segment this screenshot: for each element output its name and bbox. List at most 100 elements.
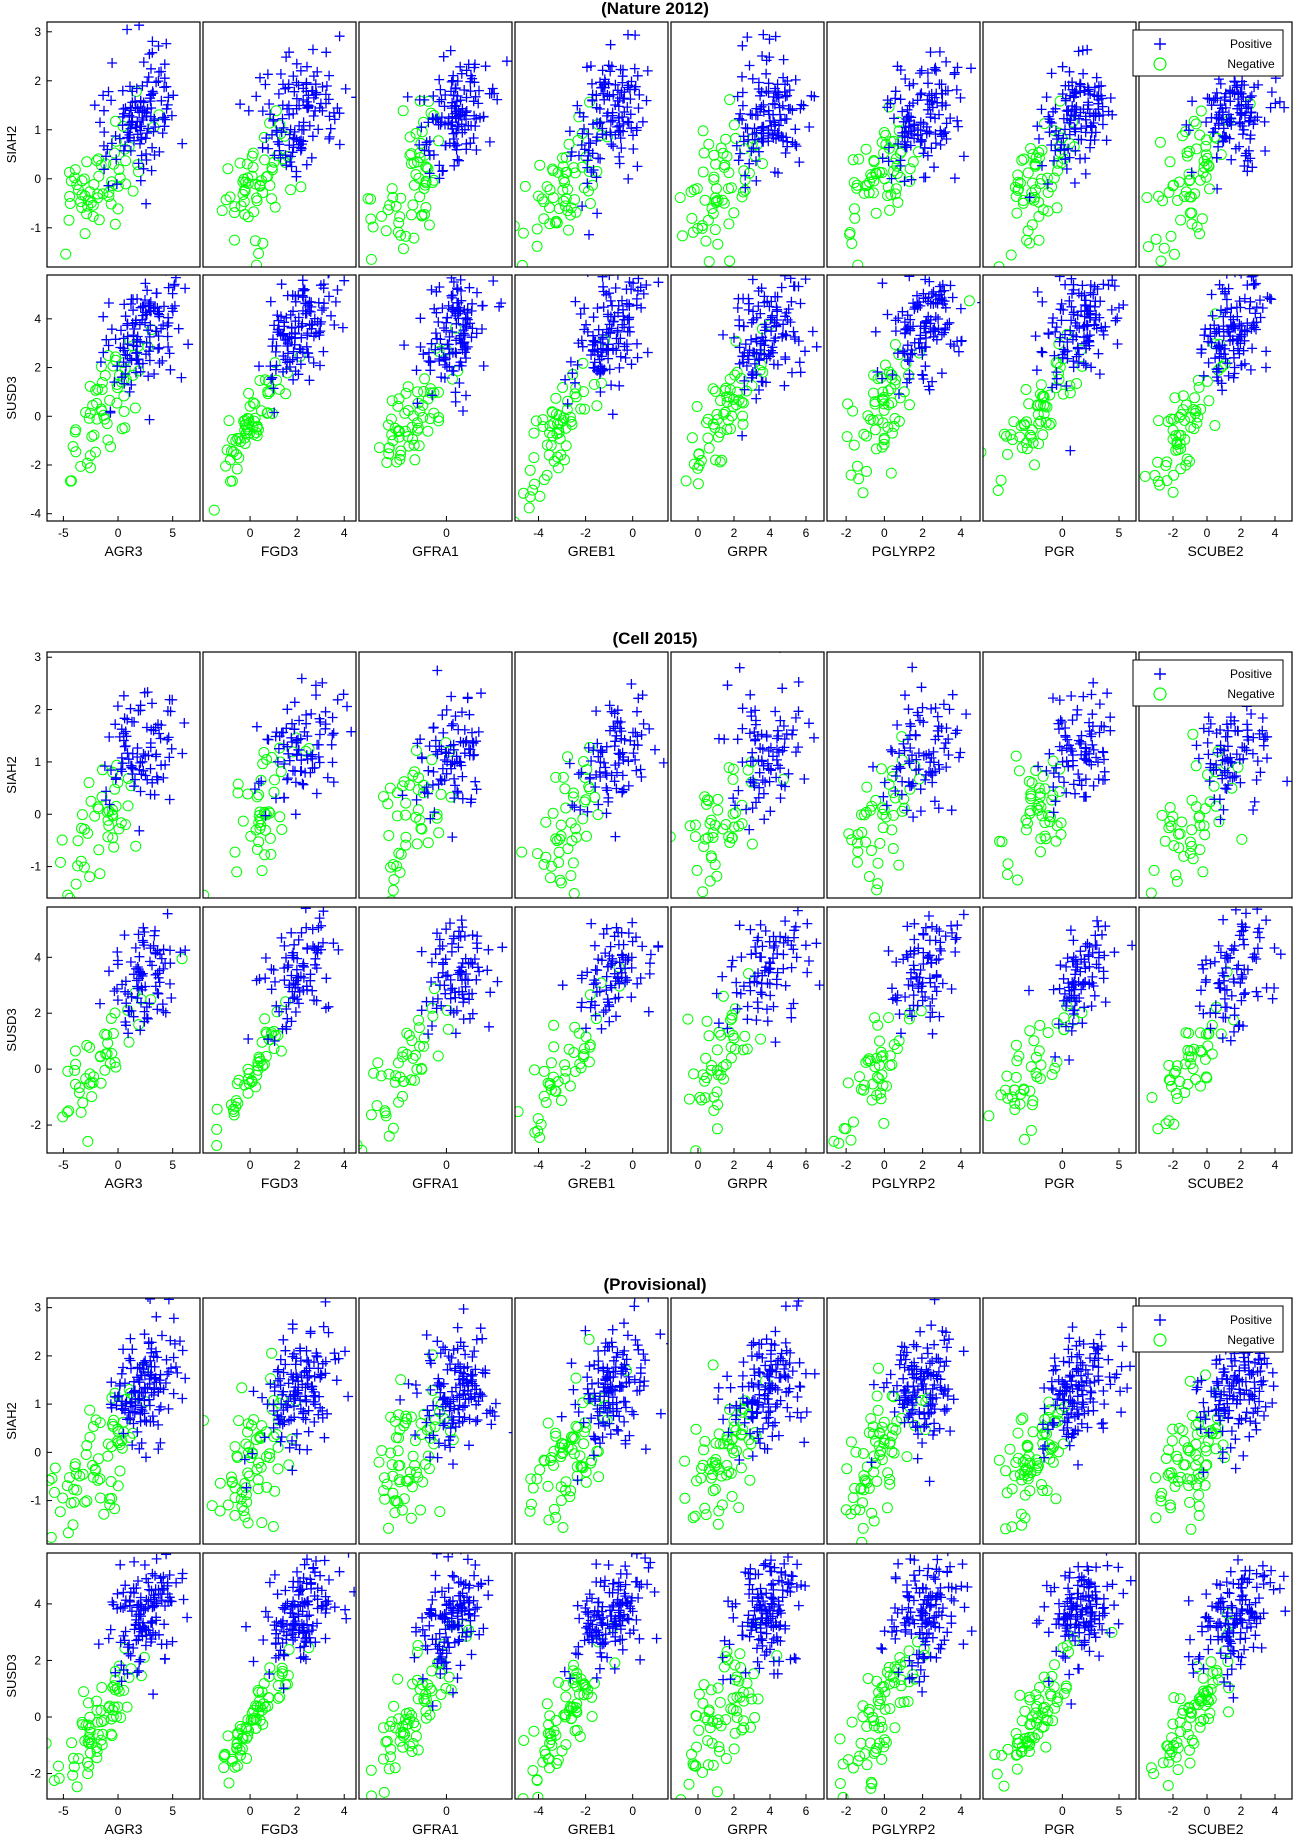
negative-point <box>1045 417 1057 429</box>
negative-point <box>368 1067 380 1079</box>
positive-point <box>1048 693 1058 704</box>
negative-point <box>870 443 882 455</box>
negative-point <box>559 200 571 212</box>
positive-point <box>790 74 801 85</box>
negative-point <box>433 412 445 423</box>
positive-point <box>1246 709 1257 719</box>
negative-point <box>588 378 600 390</box>
positive-point <box>477 300 488 311</box>
positive-point <box>438 165 449 176</box>
positive-point <box>929 323 940 334</box>
points-group <box>674 29 820 267</box>
negative-point <box>584 96 595 108</box>
negative-point <box>706 1060 718 1071</box>
positive-point <box>119 378 130 389</box>
positive-point <box>267 129 277 140</box>
negative-point <box>1042 205 1054 217</box>
negative-point <box>79 228 91 240</box>
negative-point <box>1152 475 1164 487</box>
positive-point <box>99 105 109 116</box>
positive-point <box>170 275 181 283</box>
negative-point <box>524 464 536 476</box>
negative-point <box>857 487 869 499</box>
positive-point <box>753 301 764 312</box>
positive-point <box>763 745 774 756</box>
positive-point <box>137 935 148 946</box>
negative-point <box>848 177 860 189</box>
negative-point <box>893 415 905 427</box>
negative-point <box>877 802 889 814</box>
negative-point <box>73 1087 85 1099</box>
negative-point <box>707 383 719 395</box>
negative-point <box>239 184 250 196</box>
positive-point <box>629 84 640 95</box>
positive-point <box>920 275 931 285</box>
negative-point <box>1184 145 1195 157</box>
positive-point <box>438 727 449 738</box>
positive-point <box>127 86 138 97</box>
negative-point <box>907 156 919 168</box>
positive-point <box>313 922 324 933</box>
positive-point <box>757 136 768 147</box>
positive-point <box>644 968 655 979</box>
negative-point <box>739 1030 751 1042</box>
positive-point <box>917 349 928 360</box>
positive-point <box>1250 278 1261 289</box>
negative-point <box>266 751 278 763</box>
positive-point <box>164 794 175 805</box>
positive-point <box>573 769 584 780</box>
negative-point <box>109 147 120 159</box>
negative-point <box>1033 152 1045 164</box>
positive-point <box>1220 288 1230 299</box>
positive-point <box>1264 293 1275 304</box>
positive-point <box>154 728 165 739</box>
positive-point <box>924 276 935 287</box>
positive-point <box>290 316 301 327</box>
positive-point <box>129 135 139 146</box>
negative-point <box>401 1048 413 1060</box>
positive-point <box>779 742 790 753</box>
positive-point <box>95 357 106 368</box>
positive-point <box>98 347 109 358</box>
negative-point <box>882 385 894 397</box>
y-tick-label: 2 <box>34 74 41 88</box>
positive-point <box>324 70 335 81</box>
positive-point <box>124 110 135 121</box>
positive-point <box>1060 723 1071 733</box>
x-axis-label: GRPR <box>727 543 767 559</box>
positive-point <box>321 47 332 58</box>
negative-point <box>223 415 235 427</box>
positive-point <box>925 47 936 58</box>
positive-point <box>732 91 743 102</box>
positive-point <box>1032 121 1043 132</box>
negative-point <box>568 888 580 898</box>
positive-point <box>612 705 623 716</box>
negative-point <box>731 366 743 378</box>
negative-point <box>400 839 412 851</box>
positive-point <box>137 756 148 767</box>
positive-point <box>894 748 905 759</box>
positive-point <box>732 734 743 745</box>
negative-point <box>1005 249 1017 261</box>
negative-point <box>560 1065 572 1077</box>
negative-point <box>529 478 540 490</box>
negative-point <box>1203 395 1215 407</box>
positive-point <box>432 928 442 939</box>
positive-point <box>577 341 588 352</box>
positive-point <box>1105 712 1116 723</box>
negative-point <box>527 484 539 496</box>
positive-point <box>781 114 792 124</box>
positive-point <box>1089 301 1100 312</box>
negative-point <box>589 791 601 803</box>
positive-point <box>1247 162 1258 173</box>
positive-point <box>118 333 129 344</box>
negative-point <box>851 460 863 472</box>
x-tick-label: 0 <box>1059 526 1066 540</box>
negative-point <box>866 845 877 856</box>
positive-point <box>152 945 163 956</box>
positive-point <box>751 977 762 988</box>
positive-point <box>101 786 112 797</box>
negative-point <box>720 133 732 145</box>
subplot-frame <box>514 651 669 899</box>
positive-point <box>747 129 758 140</box>
